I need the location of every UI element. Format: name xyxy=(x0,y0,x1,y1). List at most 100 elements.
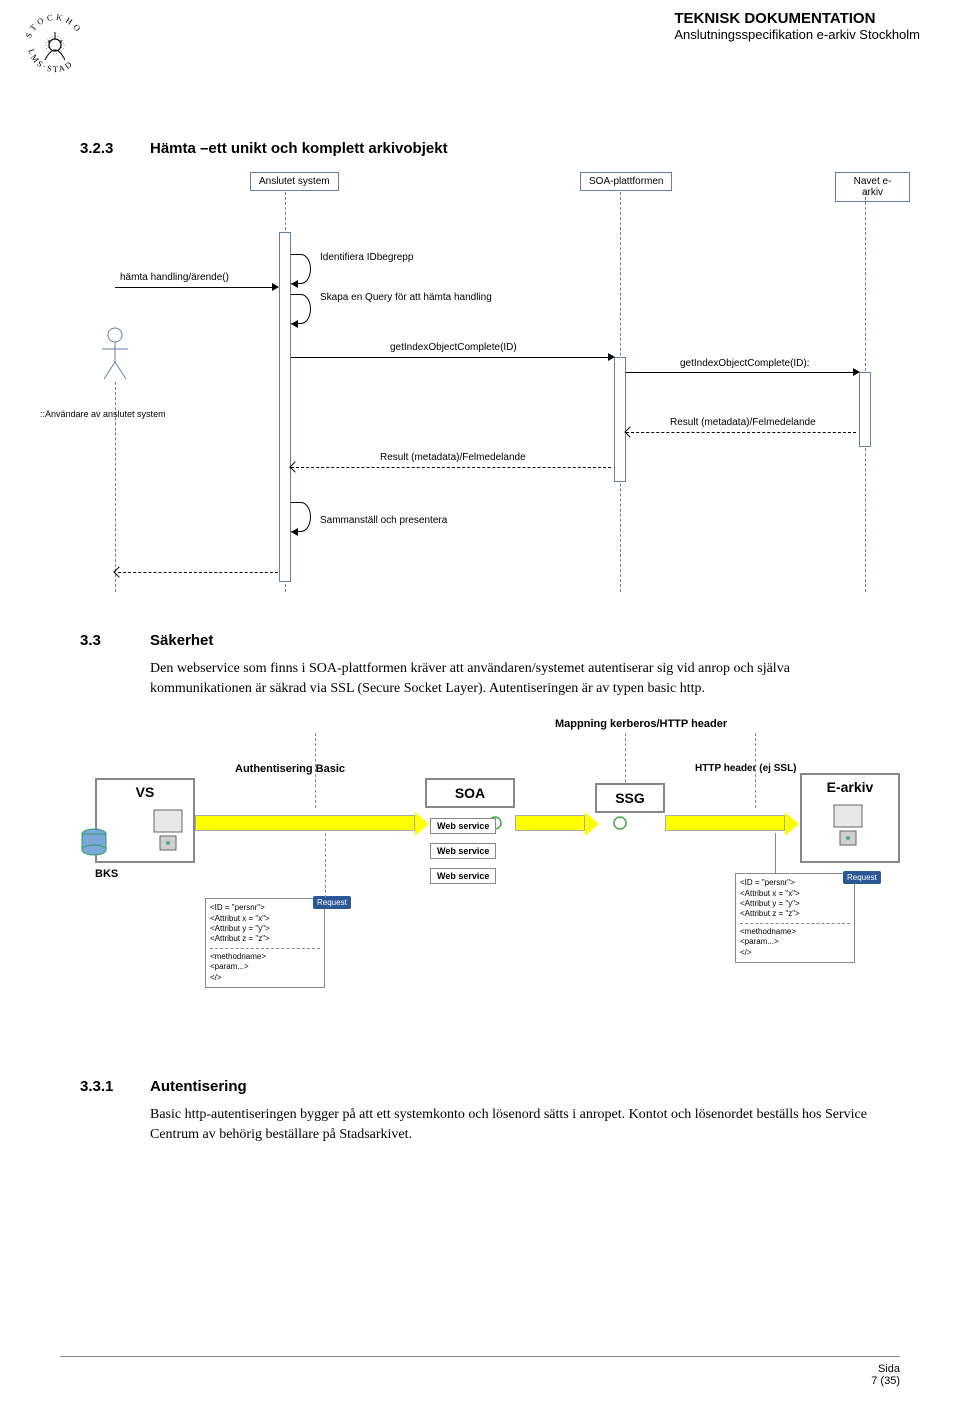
footer: Sida 7 (35) xyxy=(871,1363,900,1387)
architecture-diagram: Mappning kerberos/HTTP header Authentise… xyxy=(55,718,905,1058)
self-head-1 xyxy=(291,280,298,288)
box-vs: VS xyxy=(95,778,195,863)
lifeline-soa: SOA-plattformen xyxy=(580,172,672,191)
self-head-3 xyxy=(291,528,298,536)
section-33: 3.3Säkerhet Den webservice som finns i S… xyxy=(0,632,960,698)
yellow-head-3 xyxy=(785,812,799,836)
footer-label: Sida xyxy=(871,1363,900,1375)
section-323: 3.2.3Hämta –ett unikt och komplett arkiv… xyxy=(0,140,960,157)
footer-line xyxy=(60,1356,900,1357)
yellow-arrow-2 xyxy=(515,815,585,831)
msg-label-5: getIndexObjectComplete(ID): xyxy=(680,358,810,369)
msg-arrow-6 xyxy=(626,432,856,433)
activation-3 xyxy=(859,372,871,447)
msg-arrow-5 xyxy=(626,372,856,373)
header-text: TEKNISK DOKUMENTATION Anslutningsspecifi… xyxy=(674,10,920,42)
note1-m1: <methodname> xyxy=(210,952,320,962)
yellow-arrow-3 xyxy=(665,815,785,831)
arch-top-label: Mappning kerberos/HTTP header xyxy=(555,718,727,730)
msg-head-5 xyxy=(853,368,860,376)
sequence-diagram: Anslutet system SOA-plattformen Navet e-… xyxy=(60,172,910,602)
note-conn-1 xyxy=(325,833,326,898)
doc-title: TEKNISK DOKUMENTATION xyxy=(674,10,920,27)
msg-label-4: getIndexObjectComplete(ID) xyxy=(390,342,517,353)
request-tag-2: Request xyxy=(843,871,881,884)
ws-label-2: Web service xyxy=(430,843,496,859)
note1-l3: <Attribut y = "y"> xyxy=(210,924,320,934)
request-tag-1: Request xyxy=(313,896,351,909)
msg-arrow-4 xyxy=(291,357,611,358)
note-box-1: <ID = "persnr"> <Attribut x = "x"> <Attr… xyxy=(205,898,325,988)
msg-arrow-return xyxy=(118,572,278,573)
doc-subtitle: Anslutningsspecifikation e-arkiv Stockho… xyxy=(674,27,920,42)
section-33-title: Säkerhet xyxy=(150,632,213,649)
msg-head-7 xyxy=(289,461,300,472)
svg-text:STOCKHO: STOCKHO xyxy=(23,12,84,40)
note-box-2: <ID = "persnr"> <Attribut x = "x"> <Attr… xyxy=(735,873,855,963)
box-soa: SOA xyxy=(425,778,515,808)
msg-label-7: Result (metadata)/Felmedelande xyxy=(380,452,526,463)
section-331-title: Autentisering xyxy=(150,1078,247,1095)
section-331-body: Basic http-autentiseringen bygger på att… xyxy=(150,1105,880,1144)
section-323-title: Hämta –ett unikt och komplett arkivobjek… xyxy=(150,140,448,157)
note2-l2: <Attribut x = "x"> xyxy=(740,889,850,899)
activation-2 xyxy=(614,357,626,482)
yellow-arrow-1 xyxy=(195,815,415,831)
page-header: STOCKHO LMS·STAD TEKNISK DOKUMENTATION A… xyxy=(0,0,960,80)
activation-1 xyxy=(279,232,291,582)
section-331-num: 3.3.1 xyxy=(80,1078,150,1095)
msg-label-6: Result (metadata)/Felmedelande xyxy=(670,417,816,428)
box-soa-label: SOA xyxy=(455,785,485,801)
note-conn-2 xyxy=(775,833,776,873)
self-head-2 xyxy=(291,320,298,328)
msg-label-1: hämta handling/ärende() xyxy=(120,272,229,283)
note1-l4: <Attribut z = "z"> xyxy=(210,934,320,944)
box-earkiv-label: E-arkiv xyxy=(827,779,874,795)
note2-m1: <methodname> xyxy=(740,927,850,937)
note2-l1: <ID = "persnr"> xyxy=(740,878,850,888)
lifeline-navet: Navet e-arkiv xyxy=(835,172,910,202)
msg-arrow-7 xyxy=(291,467,611,468)
msg-arrow-1 xyxy=(115,287,275,288)
circle-marker-1 xyxy=(610,813,630,833)
box-ssg: SSG xyxy=(595,783,665,813)
bks-label: BKS xyxy=(95,868,118,880)
box-earkiv: E-arkiv xyxy=(800,773,900,863)
msg-label-8: Sammanställ och presentera xyxy=(320,515,447,526)
ws-label-1: Web service xyxy=(430,818,496,834)
section-331-heading: 3.3.1Autentisering xyxy=(80,1078,880,1095)
section-323-num: 3.2.3 xyxy=(80,140,150,157)
msg-head-6 xyxy=(624,426,635,437)
conn-3 xyxy=(755,733,756,808)
conn-1 xyxy=(315,733,316,808)
note1-l1: <ID = "persnr"> xyxy=(210,903,320,913)
db-icon xyxy=(80,828,108,861)
actor-label: ::Användare av anslutet system xyxy=(40,409,166,419)
footer-page: 7 (35) xyxy=(871,1375,900,1387)
section-331: 3.3.1Autentisering Basic http-autentiser… xyxy=(0,1078,960,1144)
lifeline-anslutet: Anslutet system xyxy=(250,172,339,191)
ws-label-3: Web service xyxy=(430,868,496,884)
note2-l3: <Attribut y = "y"> xyxy=(740,899,850,909)
note1-l2: <Attribut x = "x"> xyxy=(210,914,320,924)
box-ssg-label: SSG xyxy=(615,790,645,806)
section-33-heading: 3.3Säkerhet xyxy=(80,632,880,649)
msg-label-3: Skapa en Query för att hämta handling xyxy=(320,292,492,303)
msg-head-4 xyxy=(608,353,615,361)
note1-m2: <param...> xyxy=(210,962,320,972)
logo: STOCKHO LMS·STAD xyxy=(20,10,90,80)
msg-label-2: Identifiera IDbegrepp xyxy=(320,252,413,263)
arch-http-label: HTTP header (ej SSL) xyxy=(695,763,797,774)
note2-m2: <param...> xyxy=(740,937,850,947)
msg-head-1 xyxy=(272,283,279,291)
section-33-body: Den webservice som finns i SOA-plattform… xyxy=(150,659,880,698)
server-icon-vs xyxy=(152,808,184,856)
arch-auth-label: Authentisering Basic xyxy=(235,763,345,775)
note1-m3: </> xyxy=(210,973,320,983)
note2-m3: </> xyxy=(740,948,850,958)
actor-icon xyxy=(100,327,130,382)
yellow-head-2 xyxy=(585,812,599,836)
yellow-head-1 xyxy=(415,812,429,836)
section-33-num: 3.3 xyxy=(80,632,150,649)
note2-l4: <Attribut z = "z"> xyxy=(740,909,850,919)
